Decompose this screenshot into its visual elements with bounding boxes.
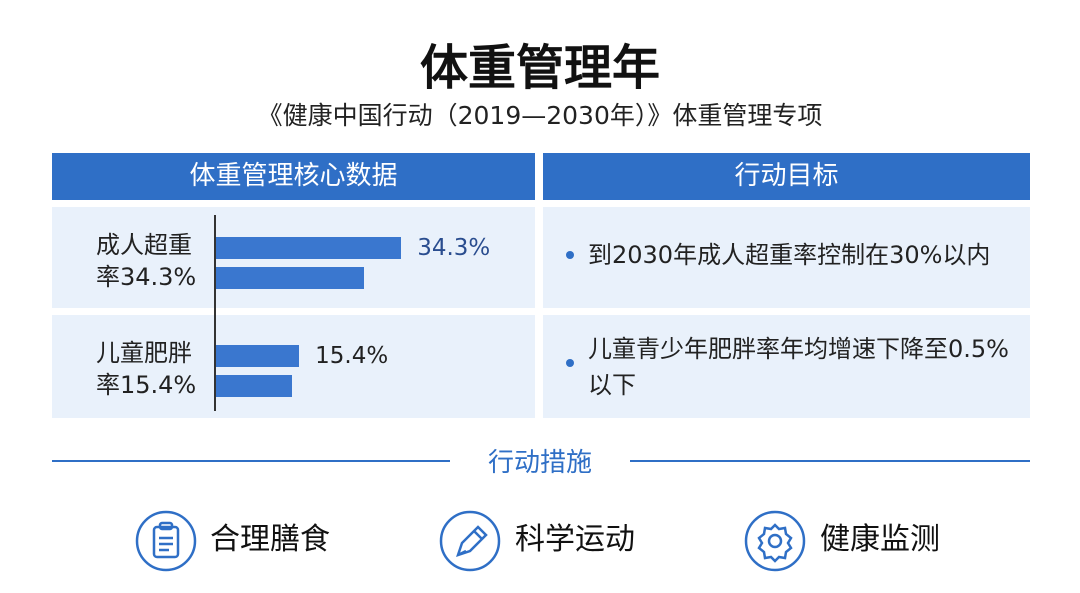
row-label: 儿童肥胖率15.4%: [96, 339, 197, 399]
bar: [216, 267, 364, 289]
table-cell: [543, 315, 1030, 418]
goal-text: 儿童青少年肥胖率年均增速下降至0.5%以下: [588, 335, 1009, 399]
icons: [135, 510, 806, 572]
bar: [216, 375, 293, 397]
table-header: 体重管理核心数据: [52, 153, 535, 200]
value-label: 34.3%: [417, 235, 491, 261]
divider: [630, 460, 1030, 462]
measure-item: 科学运动: [515, 522, 635, 557]
bar: [216, 237, 402, 259]
title: 体重管理年: [419, 40, 660, 96]
measure-item: 合理膳食: [210, 522, 330, 557]
table-cell: [543, 207, 1030, 308]
row-label: 成人超重率34.3%: [96, 231, 197, 291]
bullet: [566, 251, 574, 259]
section-title: 行动措施: [487, 448, 592, 478]
goal-text: 到2030年成人超重率控制在30%以内: [588, 241, 991, 269]
value-label: 15.4%: [315, 343, 389, 369]
axis-line: [214, 215, 216, 411]
measure-item: 健康监测: [820, 522, 940, 557]
bullet: [566, 359, 574, 367]
table-header: 行动目标: [543, 153, 1030, 200]
divider: [52, 460, 450, 462]
bar: [216, 345, 300, 367]
subtitle: 《健康中国行动（2019—2030年）》体重管理专项: [257, 101, 823, 130]
